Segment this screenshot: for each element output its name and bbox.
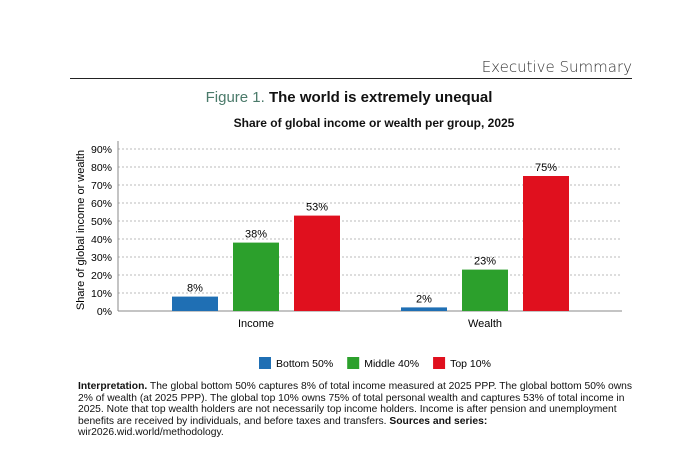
legend-swatch	[347, 357, 360, 369]
y-tick-label: 60%	[91, 198, 112, 210]
interpretation-text: The global bottom 50% captures 8% of tot…	[78, 381, 633, 427]
bar	[462, 269, 508, 311]
figure-title: Figure 1. The world is extremely unequal	[0, 89, 698, 106]
x-tick-label: Wealth	[468, 318, 502, 330]
legend-swatch	[433, 357, 446, 369]
data-label: 8%	[187, 283, 203, 295]
y-tick-label: 0%	[97, 306, 112, 318]
y-tick-label: 50%	[91, 216, 112, 228]
header-rule	[70, 78, 632, 79]
data-label: 2%	[416, 293, 432, 305]
y-tick-label: 10%	[91, 288, 112, 300]
bar	[401, 307, 447, 311]
chart-title: Share of global income or wealth per gro…	[233, 116, 515, 130]
sources-label: Sources and series:	[389, 415, 488, 427]
legend-label: Middle 40%	[364, 358, 419, 370]
legend-swatch	[259, 357, 271, 369]
data-label: 38%	[245, 229, 267, 241]
y-tick-label: 30%	[91, 252, 112, 264]
legend-label: Bottom 50%	[276, 358, 333, 370]
y-tick-label: 40%	[91, 234, 112, 246]
y-tick-label: 90%	[91, 144, 112, 156]
legend-label: Top 10%	[450, 358, 491, 370]
interpretation-label: Interpretation.	[78, 381, 148, 392]
figure-number: Figure 1.	[205, 89, 265, 106]
x-tick-label: Income	[238, 318, 274, 330]
section-header: Executive Summary	[481, 58, 632, 76]
interpretation-note: Interpretation. The global bottom 50% ca…	[78, 381, 634, 439]
data-label: 53%	[306, 202, 328, 214]
sources-link[interactable]: wir2026.wid.world/methodology.	[78, 427, 224, 438]
data-label: 23%	[474, 256, 496, 268]
y-tick-label: 70%	[91, 180, 112, 192]
bar	[294, 215, 340, 311]
y-tick-label: 80%	[91, 162, 112, 174]
bar	[523, 176, 569, 311]
figure-title-text: The world is extremely unequal	[268, 89, 493, 106]
data-label: 75%	[535, 162, 557, 174]
y-axis-label: Share of global income or wealth	[75, 150, 87, 310]
bar	[233, 242, 279, 311]
y-tick-label: 20%	[91, 270, 112, 282]
bar	[172, 296, 218, 311]
